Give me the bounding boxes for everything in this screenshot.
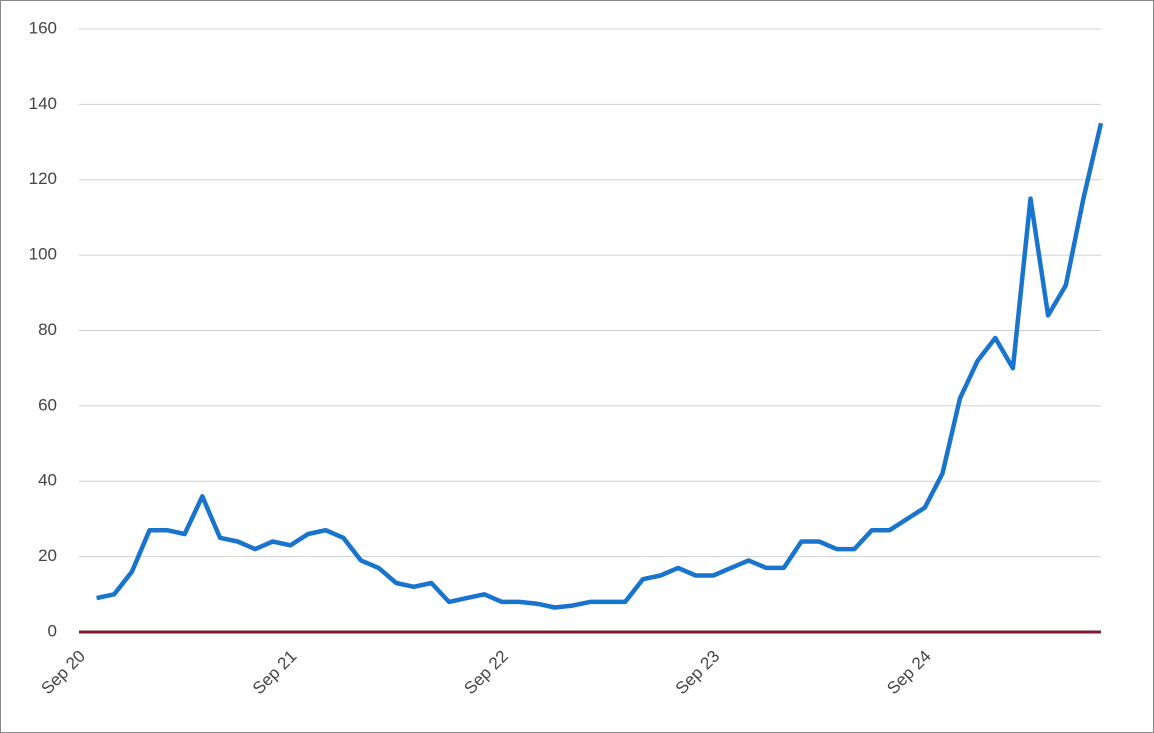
y-tick-label: 100 xyxy=(29,245,57,264)
y-tick-label: 120 xyxy=(29,169,57,188)
y-tick-label: 160 xyxy=(29,18,57,37)
y-tick-label: 80 xyxy=(38,320,57,339)
y-tick-label: 40 xyxy=(38,471,57,490)
y-tick-label: 20 xyxy=(38,546,57,565)
line-series xyxy=(96,122,1104,610)
y-tick-label: 140 xyxy=(29,94,57,113)
y-tick-label: 60 xyxy=(38,395,57,414)
y-tick-label: 0 xyxy=(48,621,57,640)
